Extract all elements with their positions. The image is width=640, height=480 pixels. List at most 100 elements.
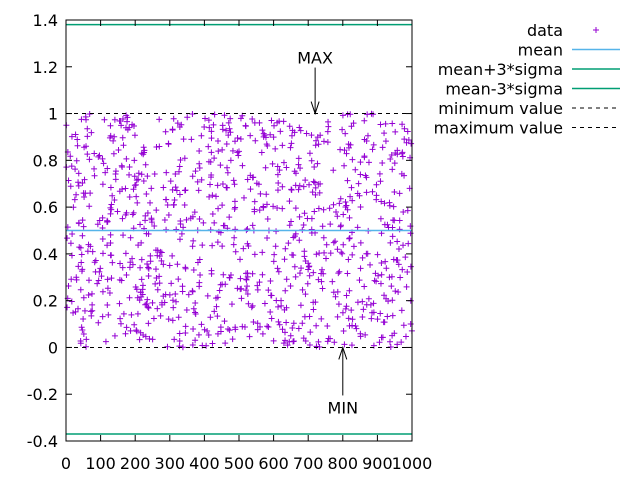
data-point — [378, 259, 385, 266]
data-point — [319, 285, 326, 292]
data-point — [220, 271, 227, 278]
data-point — [109, 259, 116, 266]
legend: datameanmean+3*sigmamean-3*sigmaminimum … — [434, 21, 620, 138]
data-point — [390, 203, 397, 210]
data-point — [75, 170, 82, 177]
data-point — [408, 140, 415, 147]
data-point — [117, 315, 124, 322]
data-point — [346, 234, 353, 241]
data-point — [389, 233, 396, 240]
data-point — [345, 256, 352, 263]
data-point — [84, 248, 91, 255]
data-point — [80, 223, 87, 230]
data-point — [165, 140, 172, 147]
annotation-arrowhead — [338, 345, 348, 360]
data-point — [392, 128, 399, 135]
data-point — [175, 276, 182, 283]
data-point — [152, 280, 159, 287]
data-point — [354, 190, 361, 197]
data-point — [80, 315, 87, 322]
data-point — [237, 256, 244, 263]
data-point — [377, 310, 384, 317]
data-point — [243, 276, 250, 283]
data-point — [373, 192, 380, 199]
data-point — [126, 171, 133, 178]
data-point — [348, 123, 355, 130]
data-point — [124, 118, 131, 125]
legend-label: data — [527, 21, 563, 40]
data-point — [357, 203, 364, 210]
data-point — [123, 271, 130, 278]
data-point — [400, 322, 407, 329]
data-point — [312, 191, 319, 198]
data-point — [308, 132, 315, 139]
x-tick-label: 1000 — [392, 454, 433, 473]
data-point — [311, 163, 318, 170]
data-point — [323, 241, 330, 248]
data-point — [104, 285, 111, 292]
data-point — [289, 325, 296, 332]
data-point — [95, 319, 102, 326]
data-point — [99, 313, 106, 320]
data-point — [314, 134, 321, 141]
data-point — [165, 316, 172, 323]
data-point — [131, 157, 138, 164]
data-point — [257, 190, 264, 197]
data-point — [326, 205, 333, 212]
data-point — [171, 197, 178, 204]
data-point — [182, 264, 189, 271]
data-point — [73, 191, 80, 198]
data-point — [119, 186, 126, 193]
data-point — [207, 158, 214, 165]
data-point — [106, 290, 113, 297]
data-point — [349, 156, 356, 163]
x-tick-label: 200 — [120, 454, 151, 473]
data-point — [216, 287, 223, 294]
data-point — [83, 336, 90, 343]
data-point — [295, 186, 302, 193]
data-point — [177, 157, 184, 163]
data-point — [126, 193, 133, 200]
data-point — [303, 130, 310, 137]
data-point — [401, 172, 408, 179]
data-point — [222, 340, 229, 347]
data-point — [331, 339, 338, 346]
data-point — [256, 279, 263, 286]
data-point — [247, 132, 254, 139]
data-point — [264, 142, 271, 149]
data-point — [389, 120, 396, 127]
data-point — [189, 243, 196, 250]
data-point — [349, 251, 356, 258]
data-point — [296, 270, 303, 277]
y-tick-label: 1 — [48, 105, 58, 124]
data-point — [130, 209, 137, 216]
data-point — [169, 317, 176, 324]
y-tick-label: 0.2 — [33, 292, 58, 311]
data-point — [176, 330, 183, 337]
data-point — [107, 210, 114, 217]
data-point — [99, 155, 106, 162]
data-point — [391, 160, 398, 167]
data-point — [110, 137, 117, 144]
annotation-label: MAX — [297, 49, 333, 68]
data-point — [169, 297, 176, 304]
data-point — [204, 292, 211, 299]
data-point — [160, 261, 167, 268]
data-point — [287, 332, 294, 339]
data-point — [391, 330, 398, 337]
data-point — [104, 242, 111, 249]
data-point — [349, 322, 356, 329]
data-point — [68, 276, 75, 283]
data-point — [296, 237, 303, 244]
data-point — [91, 172, 98, 179]
data-point — [214, 294, 221, 301]
data-point — [209, 340, 216, 347]
data-point — [251, 206, 258, 213]
data-point — [119, 115, 126, 122]
data-point — [375, 272, 382, 279]
data-point — [348, 342, 355, 349]
data-point — [136, 297, 143, 304]
data-point — [251, 198, 258, 205]
data-point — [180, 136, 187, 143]
data-point — [75, 182, 82, 189]
